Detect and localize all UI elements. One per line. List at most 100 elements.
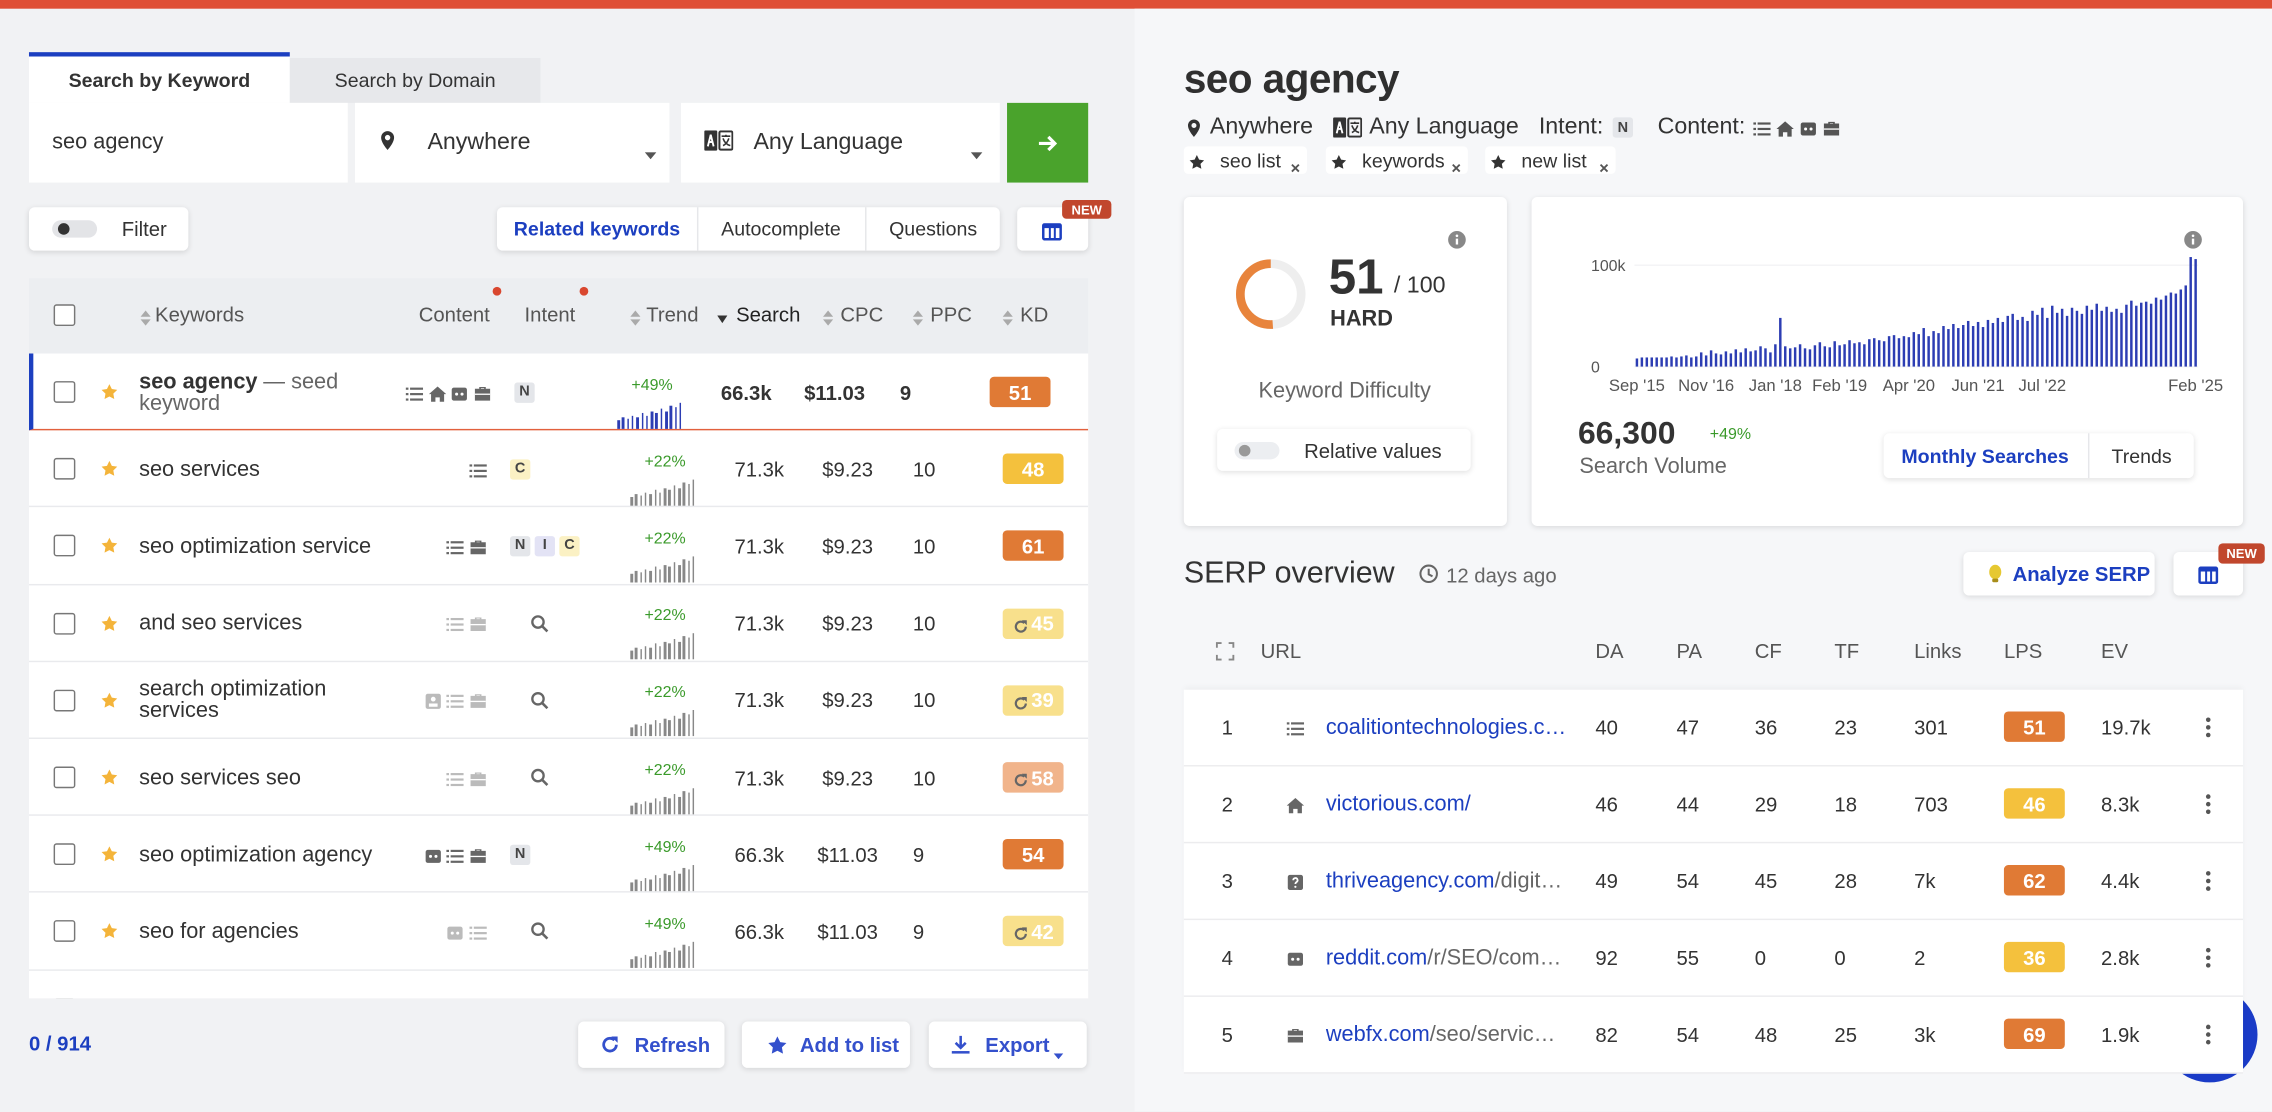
- column-header[interactable]: TF: [1834, 639, 1860, 663]
- serp-row[interactable]: 1 coalitiontechnologies.c… 40 47 36 23 301 51 19…: [1183, 690, 2244, 767]
- icon: [766, 1034, 788, 1056]
- icon-shape: [1014, 928, 1027, 941]
- icon: [446, 769, 464, 786]
- column-header[interactable]: Content: [418, 302, 490, 327]
- column-header[interactable]: LPS: [2003, 639, 2043, 663]
- checkbox[interactable]: [53, 689, 76, 712]
- url[interactable]: thriveagency.com/digit…: [1326, 868, 1562, 893]
- tab[interactable]: Search by Domain: [289, 57, 541, 103]
- trend-change: +22%: [644, 684, 686, 702]
- tab[interactable]: Search by Keyword: [28, 52, 290, 103]
- intent-badge: N: [510, 535, 531, 557]
- url[interactable]: coalitiontechnologies.c…: [1326, 714, 1566, 739]
- keyword-row[interactable]: seo agency — seed keyword N +49% 66.3k $11.03…: [28, 353, 1089, 431]
- icon-shape: [1331, 154, 1347, 169]
- column-header[interactable]: Links: [1914, 639, 1962, 663]
- spark-bar: [644, 492, 647, 506]
- url[interactable]: webfx.com/seo/servic…: [1326, 1022, 1556, 1047]
- new-badge: NEW: [2218, 543, 2265, 564]
- icon-shape: [446, 849, 450, 852]
- column-header[interactable]: DA: [1595, 639, 1624, 663]
- spark-bar: [663, 719, 667, 737]
- column-header[interactable]: Intent: [524, 302, 576, 327]
- spark-bar: [682, 867, 686, 891]
- icon: [469, 692, 486, 709]
- tab-label[interactable]: Questions: [889, 218, 978, 240]
- export-button[interactable]: [928, 1021, 1087, 1068]
- serp-row[interactable]: 2 victorious.com/46 44 29 18 703 46 8.3k: [1183, 767, 2244, 844]
- column-header[interactable]: Trend: [646, 302, 699, 327]
- icon-shape: [2183, 230, 2202, 248]
- keyword-row[interactable]: seo for agencies +49% 66.3k $11.03 9 42: [28, 893, 1089, 971]
- tab-label[interactable]: Trends: [2111, 445, 2172, 468]
- checkbox[interactable]: [53, 458, 76, 480]
- column-header[interactable]: EV: [2101, 639, 2129, 663]
- spark-bar: [660, 407, 663, 429]
- keyword-row[interactable]: search optimization services +22% 71.3k $9.…: [28, 662, 1089, 739]
- checkbox[interactable]: [53, 535, 76, 557]
- checkbox[interactable]: [53, 612, 76, 635]
- icon-shape: [1043, 224, 1061, 229]
- kd-badge: 45: [1002, 607, 1064, 639]
- keyword-row[interactable]: seo services seo +22% 71.3k $9.23 10 58: [28, 739, 1089, 817]
- keyword-row[interactable]: seo optimization service N I C +22% 71.3k $9.2…: [28, 508, 1089, 585]
- cpc: $9.23: [822, 534, 874, 558]
- column-header[interactable]: URL: [1260, 639, 1302, 663]
- checkbox[interactable]: [53, 920, 76, 943]
- column-header[interactable]: Search: [736, 302, 801, 327]
- column-header[interactable]: PPC: [930, 302, 972, 327]
- add-list-button[interactable]: [741, 1021, 910, 1068]
- icon-shape: [1042, 223, 1062, 241]
- keyword-row[interactable]: and seo services +22% 71.3k $9.23 10 45: [28, 585, 1089, 662]
- kd-badge: 51: [989, 376, 1051, 408]
- checkbox[interactable]: [53, 843, 76, 866]
- checkbox[interactable]: [53, 766, 76, 789]
- column-header[interactable]: KD: [1020, 302, 1049, 327]
- column-header[interactable]: CF: [1754, 639, 1782, 663]
- filter-label: Filter: [121, 217, 167, 241]
- serp-row[interactable]: 5 webfx.com/seo/servic… 82 54 48 25 3k 69 1.9k: [1183, 997, 2244, 1074]
- url[interactable]: victorious.com/: [1326, 791, 1471, 816]
- list-tag[interactable]: [1325, 146, 1468, 174]
- spark-bar: [673, 562, 676, 583]
- tab-label[interactable]: Related keywords: [513, 218, 681, 240]
- icon-shape: [2205, 724, 2211, 729]
- icon: [446, 846, 464, 863]
- metric: 54: [1676, 868, 1700, 892]
- keyword: search optimisation: [139, 998, 385, 999]
- column-header[interactable]: Keywords: [155, 302, 245, 327]
- serp-row[interactable]: 4 reddit.com/r/SEO/com… 92 55 0 0 2 36 2.8k: [1183, 920, 2244, 997]
- spark-bar: [663, 873, 667, 891]
- checkbox[interactable]: [53, 997, 76, 999]
- icon-shape: [468, 474, 472, 477]
- column-header[interactable]: PA: [1676, 639, 1703, 663]
- checkbox[interactable]: [53, 304, 76, 327]
- spark-bar: [674, 406, 677, 429]
- url[interactable]: reddit.com/r/SEO/com…: [1326, 945, 1562, 970]
- search-input[interactable]: [28, 102, 348, 183]
- checkbox[interactable]: [53, 381, 76, 403]
- icon-shape: [424, 694, 441, 710]
- selected-count: 0 / 914: [28, 1031, 92, 1055]
- icon-shape: [2198, 566, 2219, 584]
- column-header[interactable]: CPC: [840, 302, 884, 327]
- location-select[interactable]: [355, 102, 670, 183]
- icon: [629, 306, 640, 325]
- icon-shape: [101, 692, 118, 708]
- serp-row[interactable]: 3 thriveagency.com/digit… 49 54 45 28 7k 62 4.4k: [1183, 843, 2244, 921]
- icon-shape: [1776, 121, 1794, 137]
- icon-shape: [1187, 118, 1200, 137]
- list-tag[interactable]: [1183, 146, 1307, 174]
- keyword-row[interactable]: search optimisation: [29, 970, 1088, 999]
- tab-label[interactable]: Autocomplete: [721, 218, 841, 240]
- keyword-row[interactable]: seo services C +22% 71.3k $9.23 10 48: [28, 431, 1089, 508]
- tag-label: seo list: [1220, 149, 1281, 171]
- icon: [1988, 564, 2002, 584]
- spark-bar: [682, 790, 686, 814]
- list-tag[interactable]: [1485, 146, 1616, 174]
- keyword-text: search optimisation: [139, 996, 326, 999]
- icon-shape: [2205, 870, 2211, 875]
- keyword-row[interactable]: seo optimization agency N +49% 66.3k $11.03 9…: [28, 816, 1089, 894]
- language-select[interactable]: [681, 102, 1000, 183]
- tab-label[interactable]: Monthly Searches: [1901, 445, 2069, 468]
